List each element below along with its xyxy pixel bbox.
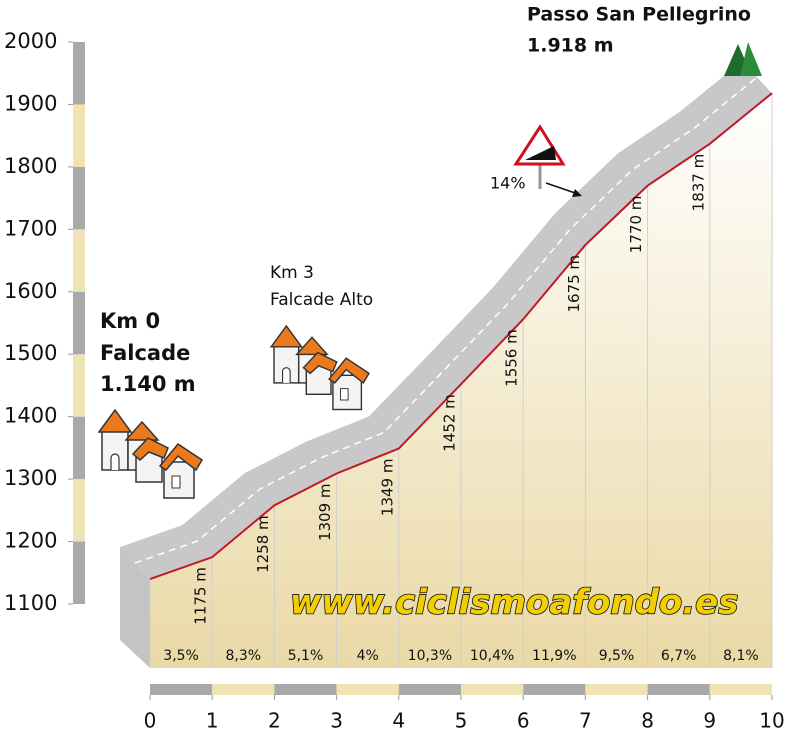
summit-elevation: 1.918 m bbox=[527, 35, 614, 57]
y-axis-stripe bbox=[73, 541, 85, 604]
x-tick-label: 9 bbox=[703, 709, 716, 733]
profile-area bbox=[150, 93, 772, 668]
x-tick-label: 7 bbox=[579, 709, 592, 733]
grade-label: 8,3% bbox=[226, 648, 262, 664]
elevation-label: 1556 m bbox=[503, 329, 521, 387]
y-axis-stripe bbox=[73, 479, 85, 542]
intermediate-name: Falcade Alto bbox=[270, 290, 373, 310]
x-tick-label: 4 bbox=[392, 709, 405, 733]
start-km: Km 0 bbox=[100, 309, 160, 333]
x-axis-stripe bbox=[150, 684, 213, 695]
y-axis-stripe bbox=[73, 104, 85, 167]
house-icon bbox=[270, 325, 370, 411]
x-tick-label: 2 bbox=[268, 709, 281, 733]
y-tick-label: 1200 bbox=[4, 529, 57, 553]
house-icon bbox=[98, 409, 203, 499]
elevation-label: 1837 m bbox=[689, 154, 707, 212]
elevation-label: 1309 m bbox=[316, 483, 334, 541]
x-axis-stripe bbox=[523, 684, 586, 695]
y-axis-stripe bbox=[73, 42, 85, 105]
x-tick-label: 3 bbox=[330, 709, 343, 733]
x-tick-label: 10 bbox=[759, 709, 784, 733]
elevation-label: 1452 m bbox=[441, 394, 459, 452]
grade-label: 4% bbox=[357, 648, 379, 664]
x-axis-stripe bbox=[647, 684, 710, 695]
y-axis-stripe bbox=[73, 229, 85, 292]
grade-label: 10,4% bbox=[470, 648, 514, 664]
y-tick-label: 1600 bbox=[4, 279, 57, 303]
x-axis-stripe bbox=[274, 684, 337, 695]
elevation-label: 1770 m bbox=[627, 196, 645, 254]
x-tick-label: 6 bbox=[517, 709, 530, 733]
y-tick-label: 1800 bbox=[4, 154, 57, 178]
road-side bbox=[120, 547, 150, 668]
x-axis-stripe bbox=[461, 684, 524, 695]
grade-label: 10,3% bbox=[408, 648, 452, 664]
x-tick-label: 8 bbox=[641, 709, 654, 733]
x-tick-label: 0 bbox=[144, 709, 157, 733]
grade-label: 3,5% bbox=[163, 648, 199, 664]
summit-trees bbox=[724, 42, 762, 76]
elevation-label: 1349 m bbox=[378, 459, 396, 517]
y-tick-label: 1500 bbox=[4, 341, 57, 365]
elevation-label: 1675 m bbox=[565, 255, 583, 313]
y-tick-label: 1100 bbox=[4, 591, 57, 615]
y-axis-stripe bbox=[73, 291, 85, 355]
grade-label: 9,5% bbox=[599, 648, 635, 664]
y-axis-stripe bbox=[73, 416, 85, 480]
x-axis-stripe bbox=[585, 684, 648, 695]
summit-name: Passo San Pellegrino bbox=[527, 4, 751, 26]
grade-label: 8,1% bbox=[723, 648, 759, 664]
start-elevation: 1.140 m bbox=[100, 372, 196, 396]
grade-label: 5,1% bbox=[288, 648, 324, 664]
x-tick-label: 1 bbox=[206, 709, 219, 733]
grade-label: 11,9% bbox=[532, 648, 576, 664]
road-centerline bbox=[134, 76, 758, 564]
x-tick-label: 5 bbox=[455, 709, 468, 733]
y-tick-label: 1300 bbox=[4, 466, 57, 490]
y-axis-stripe bbox=[73, 166, 85, 230]
road bbox=[120, 61, 772, 580]
y-axis-stripe bbox=[73, 354, 85, 417]
gradient-sign bbox=[513, 124, 582, 197]
grade-label: 6,7% bbox=[661, 648, 697, 664]
x-axis-stripe bbox=[398, 684, 461, 695]
y-tick-label: 2000 bbox=[4, 29, 57, 53]
start-name: Falcade bbox=[100, 341, 190, 365]
y-tick-label: 1700 bbox=[4, 216, 57, 240]
x-axis-stripe bbox=[336, 684, 399, 695]
elevation-label: 1175 m bbox=[192, 567, 210, 625]
y-tick-label: 1400 bbox=[4, 404, 57, 428]
intermediate-km: Km 3 bbox=[270, 263, 314, 283]
profile-line bbox=[149, 92, 773, 580]
watermark: www.ciclismoafondo.es bbox=[290, 583, 738, 623]
x-axis-stripe bbox=[212, 684, 275, 695]
elevation-label: 1258 m bbox=[254, 515, 272, 573]
x-axis-stripe bbox=[709, 684, 772, 695]
sign-label: 14% bbox=[490, 174, 526, 193]
y-tick-label: 1900 bbox=[4, 91, 57, 115]
